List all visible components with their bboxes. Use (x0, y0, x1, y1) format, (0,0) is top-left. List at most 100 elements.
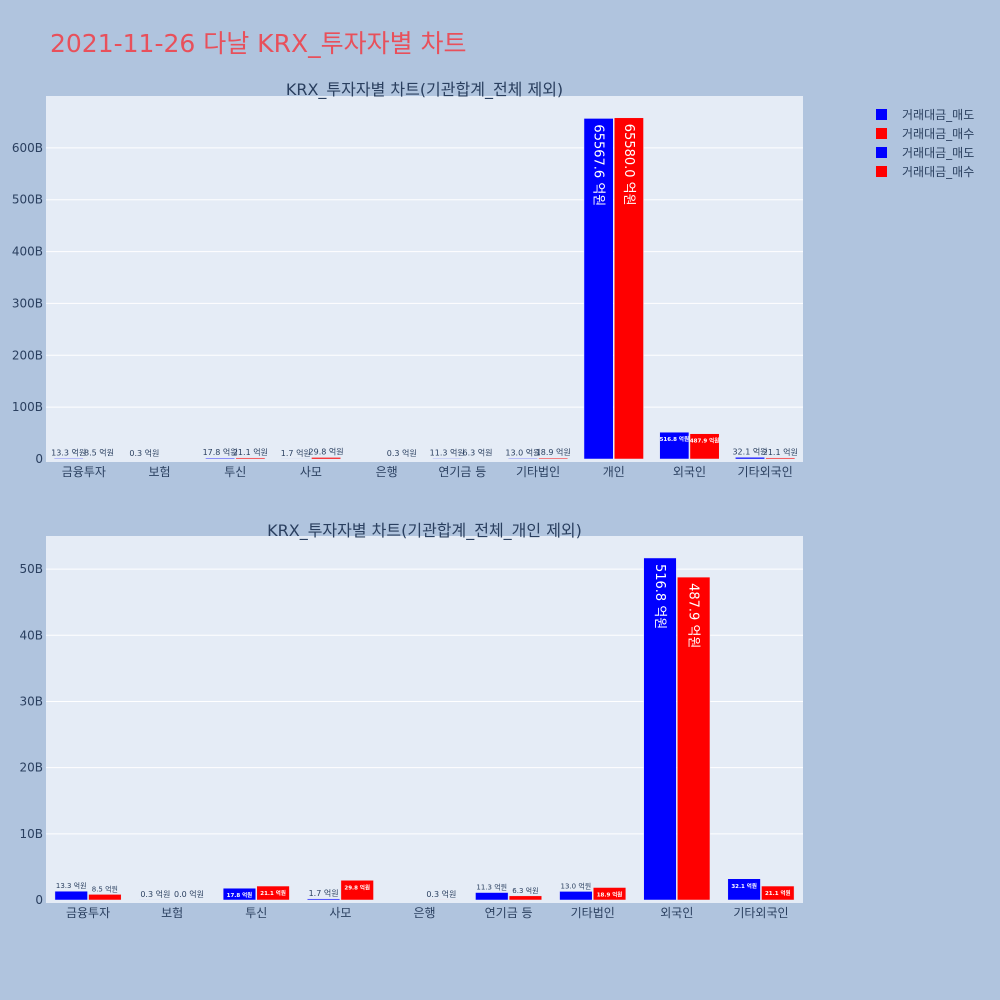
bar-value-label: 487.9 억원 (690, 437, 719, 445)
x-tick-label: 기타외국인 (733, 906, 788, 920)
bar-value-label: 0.0 억원 (174, 889, 204, 899)
bar-buy (689, 433, 720, 460)
bar-value-label: 0.3 억원 (387, 448, 417, 458)
bar-buy (311, 457, 341, 460)
bar-buy (88, 894, 122, 901)
bar-value-label: 13.3 억원 (51, 447, 86, 457)
chart-2: KRX_투자자별 차트(기관합계_전체_개인 제외) 0 10B 20B 30B 40B 5… (19, 521, 803, 920)
legend-swatch (876, 109, 887, 120)
bar-sell (475, 892, 509, 901)
page-title: 2021-11-26 다날 KRX_투자자별 차트 (50, 29, 467, 58)
bar-value-label: 0.3 억원 (140, 889, 170, 899)
bar-value-label: 18.9 억원 (536, 447, 571, 457)
bar-sell (583, 118, 614, 460)
bar-value-label: 13.3 억원 (56, 881, 87, 890)
bar-sell (432, 458, 463, 460)
bar-value-label: 11.3 억원 (430, 447, 465, 457)
bar-sell (735, 457, 765, 460)
y-tick-label: 20B (19, 761, 43, 775)
bar-sell (559, 891, 593, 901)
x-tick-label: 외국인 (673, 465, 706, 479)
bar-buy (614, 117, 644, 460)
bar-value-label: 32.1 억원 (732, 446, 767, 456)
bar-buy (235, 457, 266, 460)
x-tick-label: 사모 (300, 465, 322, 479)
bar-value-label: 21.1 억원 (260, 889, 286, 897)
bar-sell (727, 878, 761, 901)
bar-value-label: 65567.6 억원 (591, 124, 606, 206)
bar-value-label: 21.1 억원 (763, 447, 798, 457)
bar-sell (659, 431, 690, 460)
bar-buy (256, 885, 290, 901)
x-tick-label: 기타법인 (516, 465, 560, 479)
y-tick-label: 10B (19, 827, 43, 841)
x-tick-label: 외국인 (660, 906, 693, 920)
bar-buy (538, 457, 569, 460)
bar-buy (677, 576, 711, 901)
bar-value-label: 13.0 억원 (561, 881, 592, 890)
bar-sell (222, 887, 257, 901)
legend-swatch (876, 147, 887, 158)
x-tick-label: 은행 (376, 464, 398, 479)
x-tick-label: 연기금 등 (485, 906, 533, 920)
bar-sell (643, 557, 677, 901)
x-tick-label: 금융투자 (66, 906, 110, 920)
bar-sell (54, 890, 88, 901)
plot-area (46, 536, 803, 903)
bar-value-label: 17.8 억원 (203, 447, 238, 457)
legend-label: 거래대금_매도 (902, 108, 974, 122)
bar-buy (340, 880, 374, 901)
bar-value-label: 8.5 억원 (92, 884, 118, 893)
legend-swatch (876, 128, 887, 139)
bar-value-label: 516.8 억원 (660, 435, 689, 443)
bar-value-label: 8.5 억원 (84, 448, 114, 458)
legend-label: 거래대금_매수 (902, 165, 974, 179)
x-tick-label: 기타외국인 (738, 465, 793, 479)
y-tick-label: 0 (35, 452, 43, 466)
y-tick-label: 300B (12, 296, 43, 310)
bar-value-label: 17.8 억원 (227, 891, 253, 899)
legend-label: 거래대금_매도 (902, 146, 974, 160)
x-tick-label: 연기금 등 (438, 465, 486, 479)
bar-value-label: 13.0 억원 (505, 447, 540, 457)
bar-value-label: 21.1 억원 (233, 447, 268, 457)
bar-value-label: 65580.0 억원 (621, 124, 636, 206)
x-tick-label: 금융투자 (62, 465, 106, 479)
bar-value-label: 21.1 억원 (765, 889, 791, 897)
bar-value-label: 487.9 억원 (686, 583, 701, 648)
chart-title: KRX_투자자별 차트(기관합계_전체 제외) (286, 80, 563, 100)
y-tick-label: 600B (12, 141, 43, 155)
x-tick-label: 보험 (161, 906, 183, 920)
bar-value-label: 6.3 억원 (462, 448, 492, 458)
bar-value-label: 29.8 억원 (344, 883, 370, 891)
y-tick-label: 200B (12, 348, 43, 362)
x-tick-label: 사모 (329, 906, 351, 920)
legend-label: 거래대금_매수 (902, 127, 974, 141)
x-tick-label: 기타법인 (571, 906, 615, 920)
bar-sell (53, 458, 84, 460)
y-tick-label: 0 (35, 893, 43, 907)
chart-1: KRX_투자자별 차트(기관합계_전체 제외) 0 100B 200B 300B 400B… (12, 80, 803, 479)
x-tick-label: 보험 (149, 465, 171, 479)
bar-value-label: 32.1 억원 (731, 882, 757, 890)
y-tick-label: 400B (12, 245, 43, 259)
chart-title: KRX_투자자별 차트(기관합계_전체_개인 제외) (267, 521, 582, 541)
bar-buy (592, 887, 627, 901)
bar-value-label: 11.3 억원 (476, 883, 507, 892)
legend-swatch (876, 166, 887, 177)
x-tick-label: 은행 (413, 905, 435, 920)
y-tick-label: 100B (12, 400, 43, 414)
bar-value-label: 516.8 억원 (652, 564, 667, 629)
bar-value-label: 0.3 억원 (129, 448, 159, 458)
bar-value-label: 1.7 억원 (309, 888, 339, 898)
x-tick-label: 투신 (245, 906, 267, 920)
bar-buy (508, 895, 543, 901)
bar-value-label: 0.3 억원 (426, 889, 456, 899)
bar-sell (508, 458, 538, 460)
bar-sell (306, 898, 341, 901)
y-tick-label: 500B (12, 193, 43, 207)
bar-value-label: 18.9 억원 (597, 890, 623, 898)
bar-sell (205, 457, 236, 460)
